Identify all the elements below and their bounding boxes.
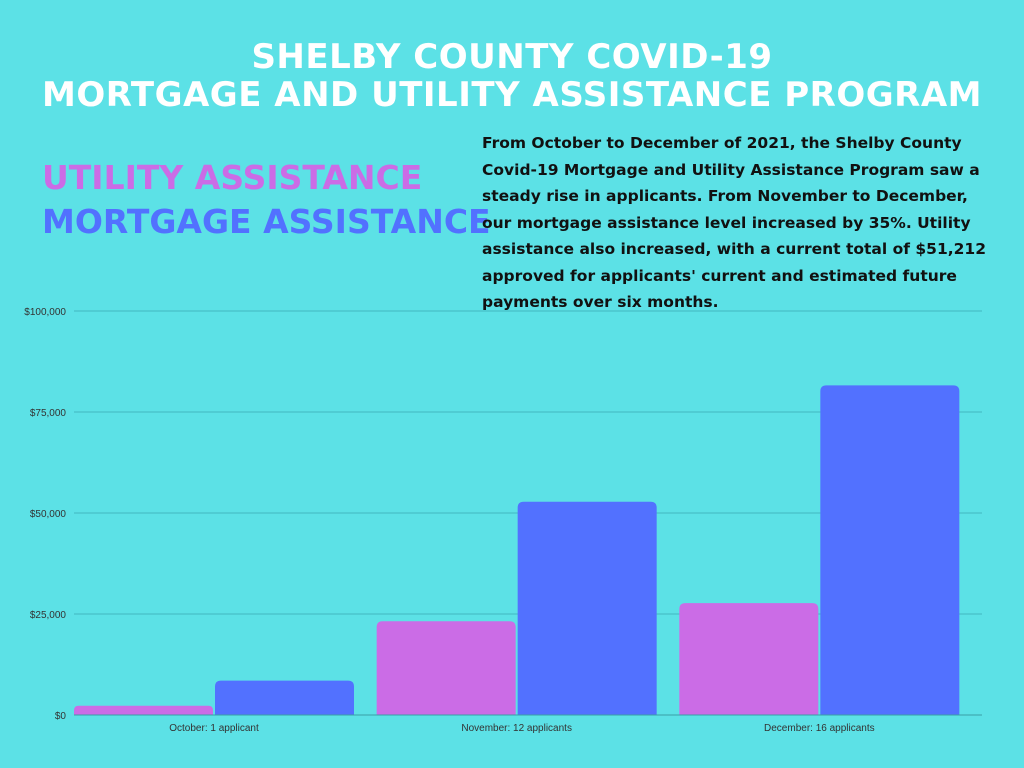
bar-utility-2 (376, 621, 516, 715)
bar-utility-3 (679, 603, 819, 715)
title-line-2: MORTGAGE AND UTILITY ASSISTANCE PROGRAM (42, 75, 982, 115)
bar-mortgage-3 (820, 385, 960, 715)
title-line-1: SHELBY COUNTY COVID-19 (251, 37, 773, 77)
legend-mortgage-assistance: MORTGAGE ASSISTANCE (42, 202, 491, 241)
page-title: SHELBY COUNTY COVID-19 MORTGAGE AND UTIL… (0, 38, 1024, 114)
description-text: From October to December of 2021, the Sh… (482, 134, 986, 311)
y-tick-label: $25,000 (30, 610, 67, 621)
bar-mortgage-2 (517, 501, 657, 715)
bar-mortgage-1 (215, 680, 354, 715)
y-tick-label: $50,000 (30, 509, 67, 520)
bar-utility-1 (74, 705, 213, 715)
chart-legend: UTILITY ASSISTANCE MORTGAGE ASSISTANCE (42, 156, 491, 244)
x-category-label: November: 12 applicants (461, 723, 572, 734)
y-tick-label: $0 (55, 711, 67, 722)
x-category-label: October: 1 applicant (169, 723, 259, 734)
x-category-label: December: 16 applicants (764, 723, 875, 734)
y-tick-label: $100,000 (24, 307, 66, 318)
y-tick-label: $75,000 (30, 408, 67, 419)
legend-utility-assistance: UTILITY ASSISTANCE (42, 158, 423, 197)
